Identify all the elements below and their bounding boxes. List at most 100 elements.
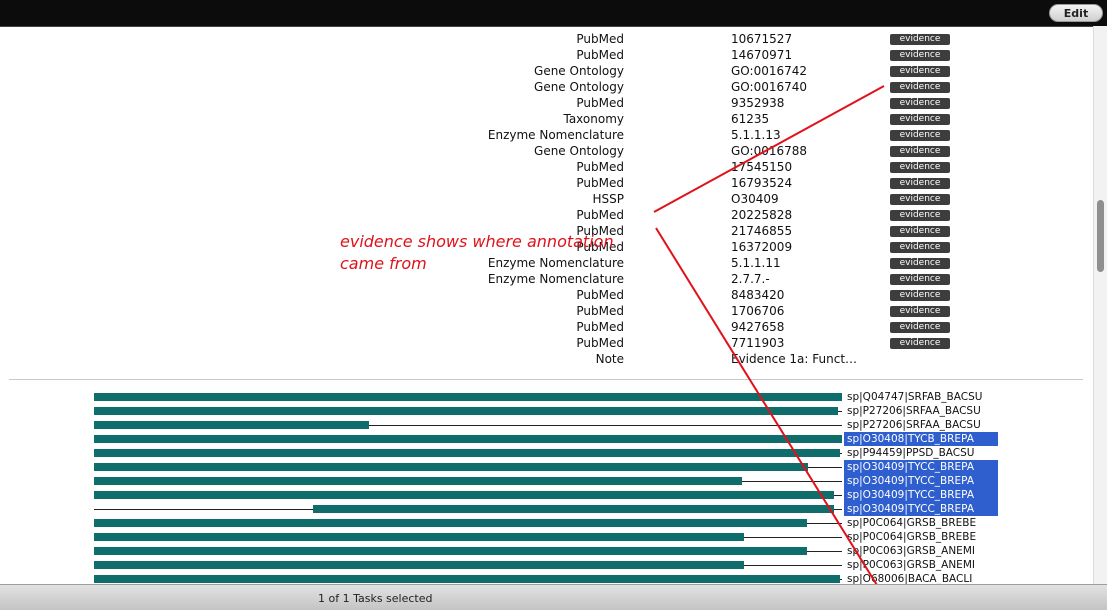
sequence-label[interactable]: sp|P0C064|GRSB_BREBE [847, 517, 977, 529]
evidence-button[interactable]: evidence [890, 178, 950, 189]
evidence-button[interactable]: evidence [890, 82, 950, 93]
annotation-value[interactable]: 14670971 [731, 48, 793, 62]
evidence-button[interactable]: evidence [890, 242, 950, 253]
sequence-row[interactable]: sp|P0C063|GRSB_ANEMI [0, 544, 1000, 558]
sequence-label[interactable]: sp|P27206|SRFAA_BACSU [847, 419, 981, 431]
sequence-label[interactable]: sp|P94459|PPSD_BACSU [847, 447, 975, 459]
sequence-row[interactable]: sp|O30409|TYCC_BREPA [0, 460, 1000, 474]
sequence-label[interactable]: sp|O30409|TYCC_BREPA [844, 460, 998, 474]
sequence-label[interactable]: sp|O30409|TYCC_BREPA [844, 502, 998, 516]
annotation-row: Gene Ontology GO:0016740 evidence [0, 80, 1000, 96]
sequence-label[interactable]: sp|O30409|TYCC_BREPA [844, 488, 998, 502]
annotation-type: Enzyme Nomenclature [487, 128, 624, 142]
annotation-value[interactable]: 16793524 [731, 176, 793, 190]
sequence-row[interactable]: sp|O30409|TYCC_BREPA [0, 488, 1000, 502]
annotation-value[interactable]: 61235 [731, 112, 770, 126]
annotation-type: Note [595, 352, 624, 366]
sequence-row[interactable]: sp|O30409|TYCC_BREPA [0, 474, 1000, 488]
annotation-type: PubMed [576, 96, 624, 110]
sequence-label[interactable]: sp|P0C063|GRSB_ANEMI [847, 559, 975, 571]
arrow-to-sequence [655, 227, 878, 584]
annotation-type: PubMed [576, 224, 624, 238]
sequence-row[interactable]: sp|P94459|PPSD_BACSU [0, 446, 1000, 460]
annotation-row: Taxonomy 61235 evidence [0, 112, 1000, 128]
annotation-value[interactable]: 20225828 [731, 208, 793, 222]
edit-button[interactable]: Edit [1049, 4, 1103, 22]
annotation-row: PubMed 16793524 evidence [0, 176, 1000, 192]
sequence-row[interactable]: sp|Q04747|SRFAB_BACSU [0, 390, 1000, 404]
sequence-row[interactable]: sp|P0C064|GRSB_BREBE [0, 530, 1000, 544]
status-text: 1 of 1 Tasks selected [318, 592, 433, 605]
evidence-button[interactable]: evidence [890, 274, 950, 285]
annotation-value[interactable]: 8483420 [731, 288, 785, 302]
annotation-value[interactable]: GO:0016788 [731, 144, 808, 158]
annotation-panel: PubMed 10671527 evidence PubMed 14670971 evid… [0, 26, 1093, 584]
sequence-label[interactable]: sp|P27206|SRFAA_BACSU [847, 405, 981, 417]
evidence-button[interactable]: evidence [890, 306, 950, 317]
evidence-button[interactable]: evidence [890, 226, 950, 237]
annotation-value[interactable]: O30409 [731, 192, 779, 206]
sequence-row[interactable]: sp|O68006|BACA_BACLI [0, 572, 1000, 584]
annotation-type: HSSP [592, 192, 625, 206]
annotation-type: PubMed [576, 176, 624, 190]
sequence-coverage-bar [94, 561, 744, 569]
annotation-type: Taxonomy [563, 112, 624, 126]
annotation-value[interactable]: 16372009 [731, 240, 793, 254]
sequence-label[interactable]: sp|P0C064|GRSB_BREBE [847, 531, 977, 543]
annotation-value[interactable]: 1706706 [731, 304, 785, 318]
evidence-button[interactable]: evidence [890, 210, 950, 221]
sequence-coverage-bar [94, 575, 840, 583]
sequence-row[interactable]: sp|P0C064|GRSB_BREBE [0, 516, 1000, 530]
sequence-coverage-bar [94, 421, 369, 429]
evidence-button[interactable]: evidence [890, 162, 950, 173]
sequence-label[interactable]: sp|O68006|BACA_BACLI [847, 573, 973, 584]
annotation-value[interactable]: 2.7.7.- [731, 272, 770, 286]
sequence-line [94, 425, 842, 426]
sequence-label[interactable]: sp|O30408|TYCB_BREPA [844, 432, 998, 446]
annotation-type: PubMed [576, 32, 624, 46]
annotation-row: Gene Ontology GO:0016788 evidence [0, 144, 1000, 160]
sequence-label[interactable]: sp|P0C063|GRSB_ANEMI [847, 545, 975, 557]
annotation-value[interactable]: 9352938 [731, 96, 785, 110]
evidence-button[interactable]: evidence [890, 258, 950, 269]
sequence-row[interactable]: sp|O30409|TYCC_BREPA [0, 502, 1000, 516]
annotation-value[interactable]: 5.1.1.13 [731, 128, 781, 142]
annotation-row: PubMed 16372009 evidence [0, 240, 1000, 256]
evidence-button[interactable]: evidence [890, 322, 950, 333]
annotation-value[interactable]: 10671527 [731, 32, 793, 46]
annotation-type: Gene Ontology [534, 144, 624, 158]
annotation-value[interactable]: Evidence 1a: Funct… [731, 352, 858, 366]
sequence-label[interactable]: sp|O30409|TYCC_BREPA [844, 474, 998, 488]
sequence-label[interactable]: sp|Q04747|SRFAB_BACSU [847, 391, 983, 403]
annotation-value[interactable]: 17545150 [731, 160, 793, 174]
annotation-value[interactable]: 9427658 [731, 320, 785, 334]
divider [9, 379, 1083, 380]
annotation-type: PubMed [576, 48, 624, 62]
annotation-row: PubMed 8483420 evidence [0, 288, 1000, 304]
arrow-to-evidence [653, 85, 885, 213]
evidence-button[interactable]: evidence [890, 66, 950, 77]
sequence-row[interactable]: sp|P27206|SRFAA_BACSU [0, 404, 1000, 418]
evidence-button[interactable]: evidence [890, 34, 950, 45]
evidence-button[interactable]: evidence [890, 98, 950, 109]
annotation-value[interactable]: GO:0016740 [731, 80, 808, 94]
annotation-row: Gene Ontology GO:0016742 evidence [0, 64, 1000, 80]
evidence-button[interactable]: evidence [890, 50, 950, 61]
annotation-value[interactable]: 5.1.1.11 [731, 256, 781, 270]
scrollbar-thumb[interactable] [1097, 200, 1104, 272]
evidence-button[interactable]: evidence [890, 114, 950, 125]
sequence-row[interactable]: sp|P27206|SRFAA_BACSU [0, 418, 1000, 432]
annotation-value[interactable]: 21746855 [731, 224, 793, 238]
evidence-button[interactable]: evidence [890, 290, 950, 301]
sequence-row[interactable]: sp|P0C063|GRSB_ANEMI [0, 558, 1000, 572]
evidence-button[interactable]: evidence [890, 146, 950, 157]
evidence-button[interactable]: evidence [890, 338, 950, 349]
sequence-row[interactable]: sp|O30408|TYCB_BREPA [0, 432, 1000, 446]
callout-note-line-1: evidence shows where annotation [340, 232, 614, 251]
annotation-value[interactable]: 7711903 [731, 336, 785, 350]
annotation-row: PubMed 21746855 evidence [0, 224, 1000, 240]
evidence-button[interactable]: evidence [890, 194, 950, 205]
vertical-scrollbar[interactable] [1093, 26, 1107, 584]
evidence-button[interactable]: evidence [890, 130, 950, 141]
annotation-value[interactable]: GO:0016742 [731, 64, 808, 78]
